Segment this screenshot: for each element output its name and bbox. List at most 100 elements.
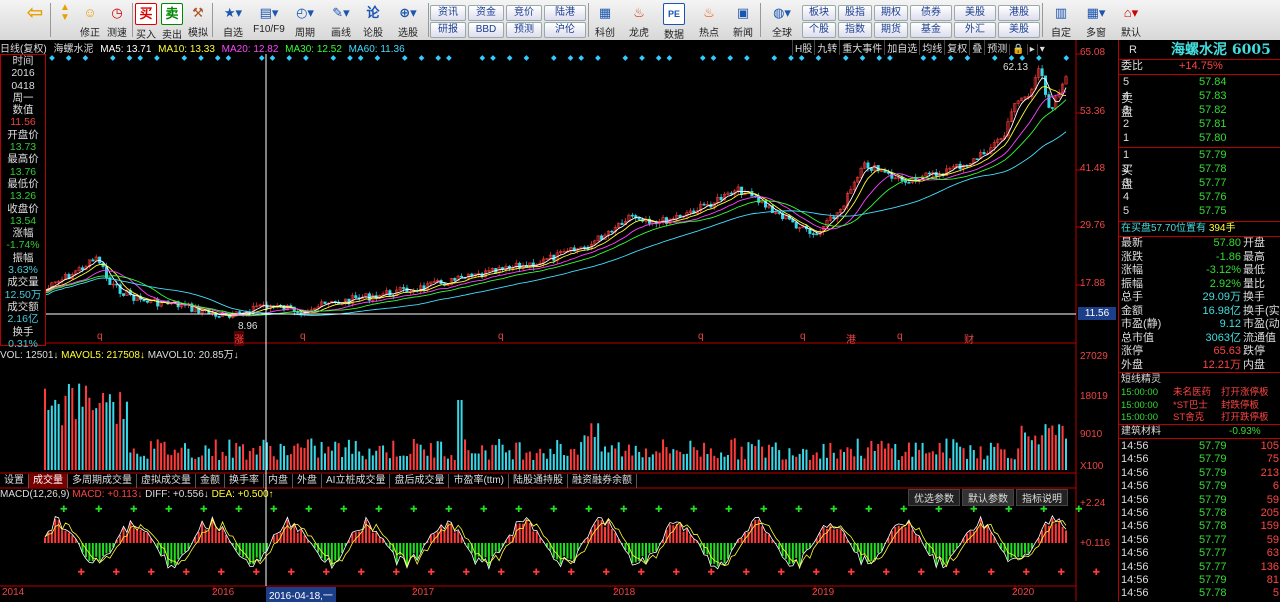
elf-row[interactable]: 15:00:00*ST巴士封跌停板	[1119, 399, 1280, 412]
indicator-tab[interactable]: 多周期成交量	[68, 474, 137, 488]
pill-jingjia[interactable]: 竞价	[506, 5, 542, 21]
test-speed-button[interactable]: ◷ 测速	[104, 2, 130, 38]
indicator-tab[interactable]: 换手率	[225, 474, 264, 488]
divider	[1119, 74, 1280, 75]
pill-meigu[interactable]: 美股	[954, 5, 996, 21]
dropdown-icon[interactable]: ▾	[1037, 44, 1047, 55]
event-marker[interactable]: q	[698, 331, 704, 342]
default-params-button[interactable]: 默认参数	[962, 489, 1014, 506]
candle-body	[518, 263, 520, 268]
indicator-tab[interactable]: 市盈率(ttm)	[449, 474, 509, 488]
expand-icon[interactable]: ▸	[1027, 44, 1037, 55]
stock-title: 海螺水泥 6005	[1171, 42, 1271, 58]
major-events-button[interactable]: 重大事件	[839, 40, 884, 55]
sell-button[interactable]: 卖 卖出	[160, 2, 184, 38]
optimal-params-button[interactable]: 优选参数	[908, 489, 960, 506]
keji-button[interactable]: ▦ 科创	[590, 2, 620, 38]
indicator-tab[interactable]: AI立桩成交量	[322, 474, 390, 488]
jiuzhuan-button[interactable]: 九转	[814, 40, 839, 55]
indicator-tab[interactable]: 外盘	[293, 474, 322, 488]
multi-window-button[interactable]: ▦▾ 多窗	[1078, 2, 1114, 38]
pill-hulun[interactable]: 沪伦	[544, 22, 586, 38]
indicator-tab[interactable]: 设置	[0, 474, 29, 488]
pill-gegu[interactable]: 个股	[802, 22, 836, 38]
pill-qihuo[interactable]: 期货	[874, 22, 908, 38]
indicator-tab[interactable]: 陆股通持股	[509, 474, 568, 488]
self-select-button[interactable]: ★▾ 自选	[216, 2, 250, 38]
pill-zixun[interactable]: 资讯	[430, 5, 466, 21]
lunshi-button[interactable]: 论 论股	[360, 2, 386, 38]
overlay-button[interactable]: 叠	[969, 40, 984, 55]
fuquan-button[interactable]: 复权	[944, 40, 969, 55]
scroll-up-down-button[interactable]: ▲▼	[54, 2, 76, 38]
hgu-button[interactable]: H股	[792, 40, 814, 55]
event-marker[interactable]: 港	[846, 331, 856, 346]
pill-zijin[interactable]: 资金	[468, 5, 504, 21]
pick-stock-button[interactable]: ⊕▾ 选股	[390, 2, 426, 38]
zidingyi-button[interactable]: ▥ 自定	[1046, 2, 1076, 38]
event-marker[interactable]: q	[897, 331, 903, 342]
forecast-button[interactable]: 预测	[984, 40, 1009, 55]
pill-meigu2[interactable]: 美股	[998, 22, 1040, 38]
draw-line-button[interactable]: ✎▾ 画线	[324, 2, 358, 38]
repair-icon: ☺	[80, 3, 100, 23]
indicator-tab[interactable]: 成交量	[29, 474, 68, 488]
indicator-tab[interactable]: 盘后成交量	[390, 474, 449, 488]
event-marker[interactable]: 财	[964, 331, 974, 346]
event-marker[interactable]: q	[498, 331, 504, 342]
event-marker[interactable]: q	[300, 331, 306, 342]
pill-guzhi[interactable]: 股指	[838, 5, 872, 21]
xinwen-button[interactable]: ▣ 新闻	[728, 2, 758, 38]
indicator-tab[interactable]: 虚拟成交量	[137, 474, 196, 488]
sector-row[interactable]: 建筑材料 -0.93%	[1119, 425, 1280, 438]
back-button[interactable]: ⇦	[22, 2, 48, 38]
event-marker[interactable]: q	[800, 331, 806, 342]
global-button[interactable]: ◍▾ 全球	[764, 2, 800, 38]
pill-bbd[interactable]: BBD	[468, 22, 504, 38]
repair-button[interactable]: ☺ 修正	[78, 2, 102, 38]
add-favorite-button[interactable]: 加自选	[884, 40, 919, 55]
pill-zhaiquan[interactable]: 债券	[910, 5, 952, 21]
event-marker[interactable]: q	[97, 331, 103, 342]
ma-line-button[interactable]: 均线	[919, 40, 944, 55]
pill-qiquan[interactable]: 期权	[874, 5, 908, 21]
pill-yanbao[interactable]: 研报	[430, 22, 466, 38]
f10-button[interactable]: ▤▾ F10/F9	[252, 2, 286, 38]
longhu-button[interactable]: ♨ 龙虎	[624, 2, 654, 38]
pill-bankuai[interactable]: 板块	[802, 5, 836, 21]
event-marker[interactable]: 涨	[234, 331, 244, 346]
pill-zhishu[interactable]: 指数	[838, 22, 872, 38]
macd-bar	[563, 543, 565, 556]
period-button[interactable]: ◴▾ 周期	[288, 2, 322, 38]
indicator-tab[interactable]: 融资融券余额	[568, 474, 637, 488]
pill-lugang[interactable]: 陆港	[544, 5, 586, 21]
elf-time: 15:00:00	[1121, 386, 1158, 399]
pill-ganggu[interactable]: 港股	[998, 5, 1040, 21]
pill-waihui[interactable]: 外汇	[954, 22, 996, 38]
redian-button[interactable]: ♨ 热点	[694, 2, 724, 38]
indicator-tab[interactable]: 金额	[196, 474, 225, 488]
lock-icon[interactable]: 🔒	[1009, 44, 1026, 55]
pill-jijin[interactable]: 基金	[910, 22, 952, 38]
simulate-button[interactable]: ⚒ 模拟	[186, 2, 210, 38]
buy-button[interactable]: 买 买入	[134, 2, 158, 38]
indicator-help-button[interactable]: 指标说明	[1016, 489, 1068, 506]
candle-body	[300, 313, 302, 314]
default-button[interactable]: ⌂▾ 默认	[1114, 2, 1148, 38]
stock-chart-area[interactable]: ✚✚✚✚✚✚✚✚✚✚✚✚✚✚✚✚✚✚✚✚✚✚✚✚✚✚✚✚✚✚✚✚✚✚✚✚✚✚✚✚…	[0, 40, 1118, 601]
shuju-button[interactable]: PE 数据	[658, 2, 690, 38]
pill-yuce[interactable]: 预测	[506, 22, 542, 38]
indicator-tab[interactable]: 内盘	[264, 474, 293, 488]
